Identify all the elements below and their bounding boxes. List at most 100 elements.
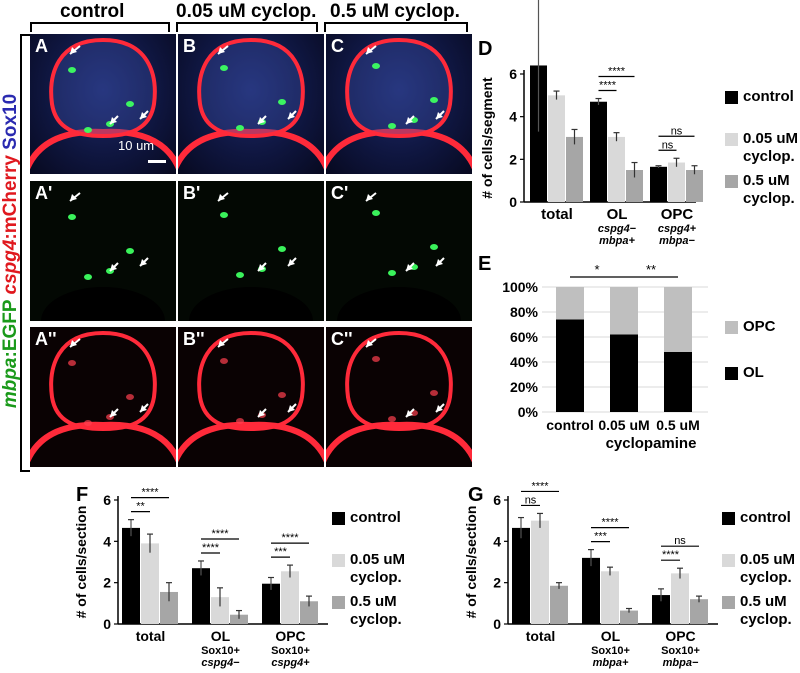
arrowhead: [288, 259, 295, 266]
y-tick-label: 6: [509, 66, 517, 82]
panel-letter-f: F: [76, 484, 89, 506]
arrowhead: [110, 117, 117, 124]
legend-swatch: [332, 596, 345, 609]
significance-label: ****: [599, 80, 617, 92]
significance-label: ns: [662, 139, 674, 151]
bar: [530, 65, 547, 202]
significance-label: ****: [531, 480, 549, 492]
arrowhead: [110, 264, 117, 271]
labeled-cell: [372, 210, 380, 216]
arrowhead: [366, 47, 373, 54]
arrowhead: [258, 117, 265, 124]
column-bracket-high-dose: [324, 22, 468, 32]
bar-ol: [664, 352, 692, 412]
arrowhead: [70, 340, 77, 347]
arrowhead: [218, 194, 225, 201]
bar: [690, 599, 708, 624]
group-sublabel: mbpa−: [659, 235, 695, 247]
arrowhead: [288, 405, 295, 412]
row-label-sox10: Sox10: [0, 93, 21, 150]
micrograph-drawing: [326, 37, 472, 170]
arrowhead: [366, 194, 373, 201]
group-sublabel: Sox10+: [271, 645, 310, 657]
bar: [141, 543, 159, 624]
row-label-cspg4: cspg4: [0, 239, 21, 295]
legend-label: OPC: [743, 318, 776, 335]
labeled-cell: [236, 418, 244, 424]
notochord-outline: [30, 421, 176, 463]
bar: [601, 571, 619, 624]
micrograph-c: C: [326, 34, 472, 174]
group-sublabel: Sox10+: [661, 645, 700, 657]
bar: [582, 557, 600, 624]
labeled-cell: [84, 127, 92, 133]
bar: [230, 614, 248, 624]
y-tick-label: 100%: [502, 279, 538, 295]
category-label: control: [546, 417, 593, 433]
legend-label: 0.5 uM cyclop.: [743, 172, 795, 207]
labeled-cell: [236, 272, 244, 278]
y-axis-label: # of cells/segment: [479, 77, 495, 199]
micrograph-drawing: [30, 37, 176, 170]
x-axis-label: cyclopamine: [606, 435, 697, 452]
bar-opc: [556, 287, 584, 320]
bar: [566, 136, 583, 202]
notochord-outline: [326, 128, 472, 170]
legend-label: 0.5 uM cyclop.: [350, 593, 402, 628]
group-sublabel: cspg4+: [271, 657, 310, 669]
legend-label: control: [740, 509, 791, 526]
legend-label: OL: [743, 364, 764, 381]
row-bracket: [20, 34, 30, 472]
spinal-cord-outline: [347, 187, 451, 283]
y-tick-label: 2: [103, 575, 111, 591]
arrowhead: [218, 47, 225, 54]
legend-swatch: [725, 91, 738, 104]
group-label: total: [541, 206, 573, 223]
group-sublabel: Sox10+: [201, 645, 240, 657]
bar: [668, 162, 685, 202]
bar: [550, 585, 568, 624]
labeled-cell: [236, 125, 244, 131]
arrowhead: [436, 259, 443, 266]
micrograph-drawing: [337, 187, 461, 321]
arrowhead: [436, 405, 443, 412]
micrograph-b: B: [178, 34, 324, 174]
chart-d: # of cells/segment 0 2 4 6 total OLcspg4−mbpa+…: [479, 0, 703, 247]
group-label: OPC: [665, 628, 695, 644]
group-label: OL: [601, 628, 621, 644]
labeled-cell: [430, 97, 438, 103]
bar-opc: [610, 287, 638, 335]
significance-label: *: [594, 262, 599, 277]
scale-bar: [148, 160, 166, 163]
bar-ol: [610, 334, 638, 412]
arrowhead: [436, 112, 443, 119]
arrowhead: [366, 340, 373, 347]
spinal-cord-outline: [49, 37, 157, 139]
y-tick-label: 4: [493, 533, 501, 549]
micrograph-cpp: C'': [326, 327, 472, 467]
micrograph-label: C: [331, 36, 344, 56]
micrograph-bpp: B'': [178, 327, 324, 467]
notochord-outline: [178, 128, 324, 170]
micrograph-drawing: [30, 330, 176, 463]
group-label: total: [526, 628, 556, 644]
notochord-outline: [326, 421, 472, 463]
labeled-cell: [126, 248, 134, 254]
micrograph-label: B'': [183, 329, 205, 349]
notochord-shape: [189, 287, 313, 321]
micrograph-drawing: [326, 330, 472, 463]
group-label: OL: [211, 628, 231, 644]
group-label: OPC: [275, 628, 305, 644]
bar: [620, 610, 638, 624]
bar: [608, 136, 625, 202]
micrograph-cp: C': [326, 181, 472, 321]
y-tick-label: 60%: [510, 329, 539, 345]
group-label: OL: [607, 206, 628, 223]
group-label: OPC: [661, 206, 694, 223]
significance-label: **: [136, 501, 145, 513]
arrowhead: [258, 410, 265, 417]
arrowhead: [140, 259, 147, 266]
bar: [548, 95, 565, 202]
labeled-cell: [430, 390, 438, 396]
